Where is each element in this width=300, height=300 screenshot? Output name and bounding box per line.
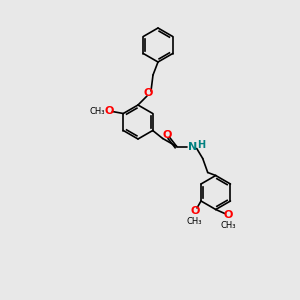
Text: CH₃: CH₃ xyxy=(186,217,202,226)
Text: CH₃: CH₃ xyxy=(221,221,236,230)
Text: O: O xyxy=(162,130,171,140)
Text: O: O xyxy=(105,106,114,116)
Text: O: O xyxy=(223,211,232,220)
Text: H: H xyxy=(197,140,205,151)
Text: O: O xyxy=(190,206,200,216)
Text: N: N xyxy=(188,142,197,152)
Text: CH₃: CH₃ xyxy=(89,107,105,116)
Text: O: O xyxy=(143,88,153,98)
